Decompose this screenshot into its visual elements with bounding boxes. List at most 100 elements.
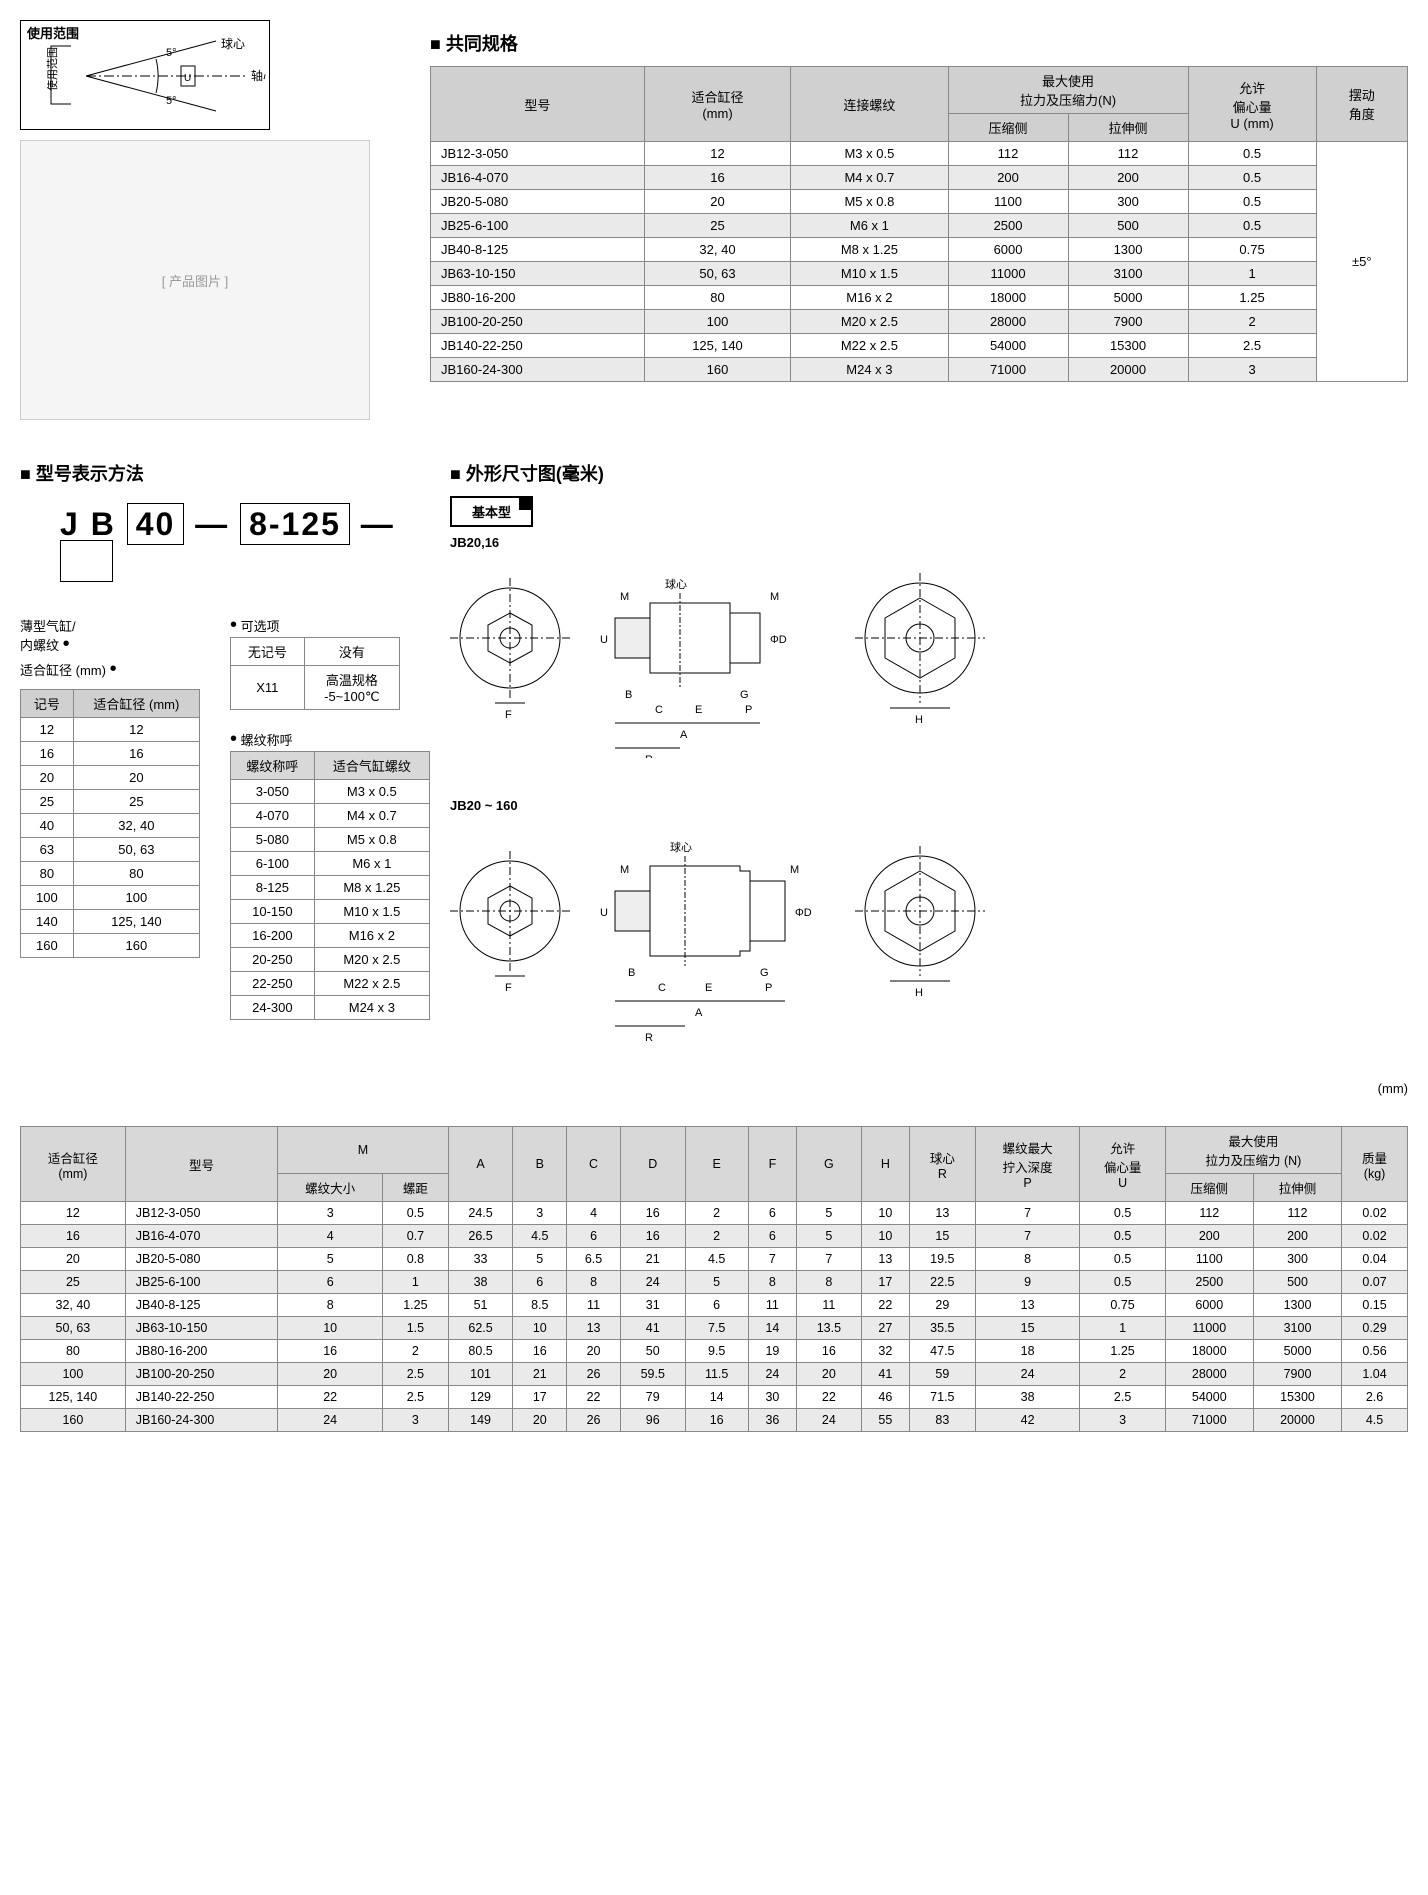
th-thread: 连接螺纹 <box>791 67 948 142</box>
table-row: 22-250M22 x 2.5 <box>231 972 430 996</box>
table-row: 160JB160-24-3002431492026961636245583423… <box>21 1409 1408 1432</box>
th-tens: 拉伸侧 <box>1068 114 1188 142</box>
table-row: 16JB16-4-07040.726.54.5616265101570.5200… <box>21 1225 1408 1248</box>
model-title: 型号表示方法 <box>20 460 420 486</box>
table-row: 100JB100-20-250202.5101212659.511.524204… <box>21 1363 1408 1386</box>
svg-text:H: H <box>915 987 923 999</box>
table-row: 10-150M10 x 1.5 <box>231 900 430 924</box>
table-row: 24-300M24 x 3 <box>231 996 430 1020</box>
dimensions-table: 适合缸径 (mm) 型号 M A B C D E F G H 球心 R 螺纹最大… <box>20 1126 1408 1432</box>
th-offset: 允许 偏心量 U (mm) <box>1188 67 1316 142</box>
table-row: 140125, 140 <box>21 910 200 934</box>
table-row: 160160 <box>21 934 200 958</box>
table-row: JB25-6-10025M6 x 125005000.5 <box>431 214 1408 238</box>
svg-text:U: U <box>600 907 608 919</box>
table-row: 8-125M8 x 1.25 <box>231 876 430 900</box>
svg-text:P: P <box>745 704 752 716</box>
svg-text:E: E <box>695 704 702 716</box>
svg-text:M: M <box>620 864 629 876</box>
svg-text:M: M <box>770 591 779 603</box>
th-model: 型号 <box>431 67 645 142</box>
table-row: 20JB20-5-08050.83356.5214.5771319.580.51… <box>21 1248 1408 1271</box>
jb2016-label: JB20,16 <box>450 535 1408 550</box>
table-row: 4-070M4 x 0.7 <box>231 804 430 828</box>
table-row: 100100 <box>21 886 200 910</box>
usage-label: 使用范围 <box>27 23 79 42</box>
table-row: 5-080M5 x 0.8 <box>231 828 430 852</box>
dim-drawing-1: F M 球心 M A R U B C E GP ΦD <box>450 558 1408 758</box>
svg-text:G: G <box>760 967 769 979</box>
svg-text:G: G <box>740 689 749 701</box>
table-row: JB100-20-250100M20 x 2.52800079002 <box>431 310 1408 334</box>
table-row: 25JB25-6-100613868245881722.590.52500500… <box>21 1271 1408 1294</box>
mm-unit: (mm) <box>20 1081 1408 1096</box>
table-row: JB160-24-300160M24 x 371000200003 <box>431 358 1408 382</box>
svg-text:轴心: 轴心 <box>251 68 266 83</box>
table-row: 20-250M20 x 2.5 <box>231 948 430 972</box>
svg-text:C: C <box>655 704 663 716</box>
table-row: 16-200M16 x 2 <box>231 924 430 948</box>
table-row: 6-100M6 x 1 <box>231 852 430 876</box>
bore-label: 适合缸径 (mm) • <box>20 660 200 679</box>
table-row: 4032, 40 <box>21 814 200 838</box>
svg-text:球心: 球心 <box>221 37 245 51</box>
svg-text:F: F <box>505 709 512 721</box>
options-table: 无记号没有 X11高温规格 -5~100℃ <box>230 637 400 710</box>
svg-text:F: F <box>505 982 512 994</box>
svg-text:U: U <box>600 634 608 646</box>
svg-text:M: M <box>790 864 799 876</box>
svg-text:P: P <box>765 982 772 994</box>
table-row: 2525 <box>21 790 200 814</box>
table-row: 32, 40JB40-8-12581.25518.511316111122291… <box>21 1294 1408 1317</box>
table-row: JB12-3-05012M3 x 0.51121120.5±5° <box>431 142 1408 166</box>
svg-text:球心: 球心 <box>665 577 687 591</box>
table-row: JB63-10-15050, 63M10 x 1.51100031001 <box>431 262 1408 286</box>
table-row: 2020 <box>21 766 200 790</box>
svg-text:B: B <box>625 689 632 701</box>
th-force: 最大使用 拉力及压缩力(N) <box>948 67 1188 114</box>
specs-title: 共同规格 <box>430 30 1408 56</box>
table-row: 80JB80-16-20016280.51620509.519163247.51… <box>21 1340 1408 1363</box>
table-row: JB40-8-12532, 40M8 x 1.25600013000.75 <box>431 238 1408 262</box>
table-row: 12JB12-3-05030.524.53416265101370.511211… <box>21 1202 1408 1225</box>
usage-diagram: 使用范围 5° 5° 球心 轴心 U 使用范围 <box>20 20 270 130</box>
th-bore: 适合缸径 (mm) <box>644 67 791 142</box>
svg-text:使用范围: 使用范围 <box>45 47 59 91</box>
table-row: JB140-22-250125, 140M22 x 2.554000153002… <box>431 334 1408 358</box>
thin-cyl-label: 薄型气缸/ 内螺纹 • <box>20 616 200 654</box>
svg-text:R: R <box>645 1032 653 1041</box>
svg-text:H: H <box>915 714 923 726</box>
product-photo: [ 产品图片 ] <box>20 140 370 420</box>
model-code-display: J B 40 — 8-125 — <box>60 506 410 580</box>
table-row: JB20-5-08020M5 x 0.811003000.5 <box>431 190 1408 214</box>
table-row: 8080 <box>21 862 200 886</box>
table-row: 50, 63JB63-10-150101.562.51013417.51413.… <box>21 1317 1408 1340</box>
svg-text:球心: 球心 <box>670 840 692 854</box>
th-angle: 摆动 角度 <box>1316 67 1407 142</box>
svg-text:C: C <box>658 982 666 994</box>
table-row: 125, 140JB140-22-250222.5129172279143022… <box>21 1386 1408 1409</box>
svg-text:A: A <box>695 1007 703 1019</box>
svg-text:ΦD: ΦD <box>770 634 787 646</box>
bore-table: 记号适合缸径 (mm) 12121616202025254032, 406350… <box>20 689 200 958</box>
svg-text:A: A <box>680 729 688 741</box>
svg-text:5°: 5° <box>166 95 177 107</box>
svg-text:E: E <box>705 982 712 994</box>
table-row: 6350, 63 <box>21 838 200 862</box>
table-row: 3-050M3 x 0.5 <box>231 780 430 804</box>
svg-text:5°: 5° <box>166 47 177 59</box>
thread-label: • 螺纹称呼 <box>230 730 430 749</box>
options-label: • 可选项 <box>230 616 430 635</box>
svg-text:ΦD: ΦD <box>795 907 812 919</box>
dim-title: 外形尺寸图(毫米) <box>450 460 1408 486</box>
table-row: 1212 <box>21 718 200 742</box>
table-row: 1616 <box>21 742 200 766</box>
svg-text:M: M <box>620 591 629 603</box>
basic-type-box: 基本型 <box>450 496 533 527</box>
dim-drawing-2: F M 球心 M A R U B C E GP ΦD <box>450 821 1408 1041</box>
th-comp: 压缩侧 <box>948 114 1068 142</box>
table-row: JB80-16-20080M16 x 21800050001.25 <box>431 286 1408 310</box>
svg-text:U: U <box>184 73 191 84</box>
svg-text:B: B <box>628 967 635 979</box>
svg-text:R: R <box>645 754 653 758</box>
